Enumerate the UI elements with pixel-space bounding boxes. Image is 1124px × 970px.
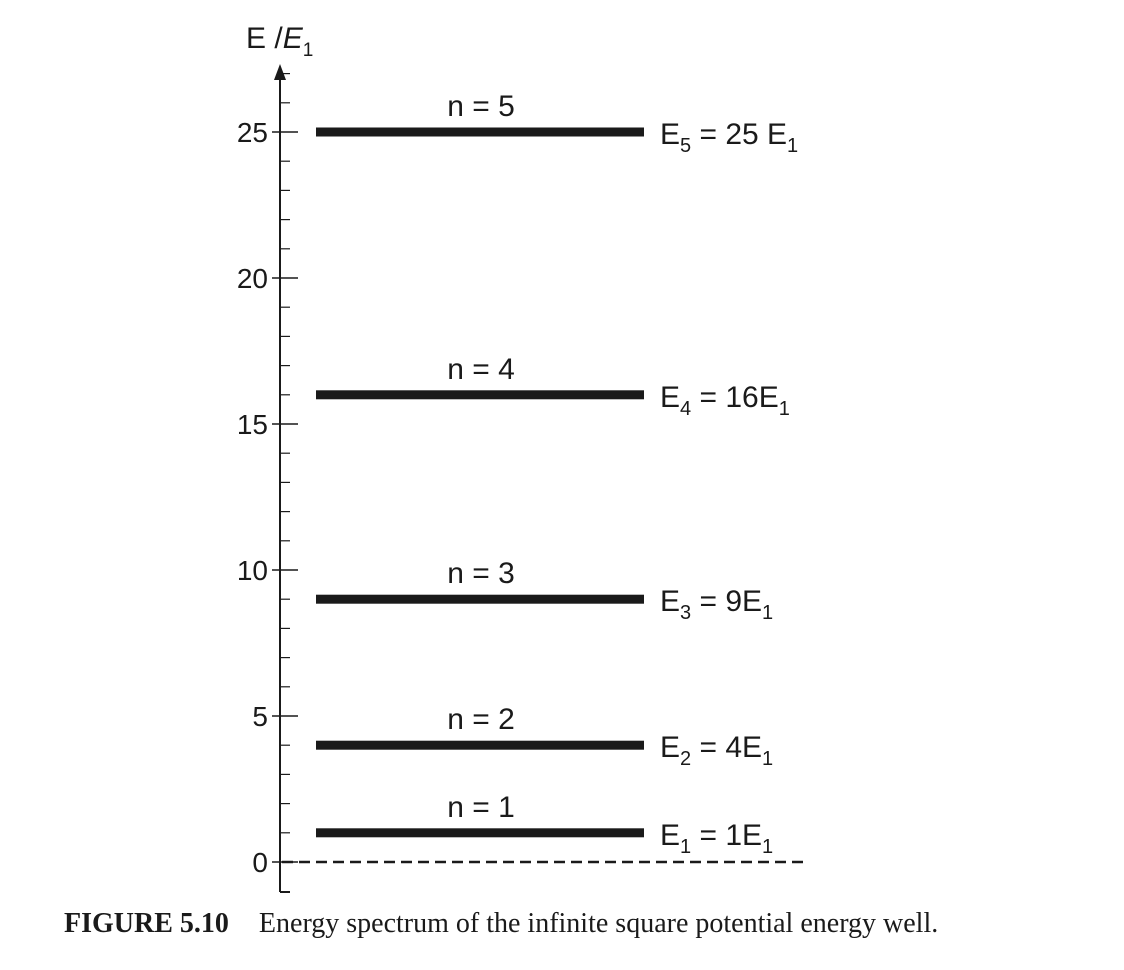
- level-bar: [316, 390, 644, 400]
- level-energy-label: E4 = 16E1: [660, 381, 790, 420]
- level-energy-label: E3 = 9E1: [660, 585, 773, 624]
- level-bar: [316, 828, 644, 838]
- level-energy-label: E5 = 25 E1: [660, 118, 798, 157]
- y-axis-arrow-icon: [274, 64, 286, 80]
- y-tick-label: 0: [252, 847, 268, 878]
- level-bar: [316, 740, 644, 750]
- energy-level-n3: n = 3 E3 = 9E1: [316, 557, 773, 624]
- level-n-label: n = 2: [447, 703, 515, 736]
- energy-level-n2: n = 2 E2 = 4E1: [316, 703, 773, 770]
- level-bar: [316, 127, 644, 137]
- energy-level-n4: n = 4 E4 = 16E1: [316, 353, 790, 420]
- y-tick-label: 15: [237, 409, 268, 440]
- y-tick-label: 20: [237, 263, 268, 294]
- y-tick-label: 10: [237, 555, 268, 586]
- y-axis: 0 5 10 15 20 25 E /E1: [237, 22, 313, 893]
- level-n-label: n = 5: [447, 90, 515, 123]
- level-bar: [316, 594, 644, 604]
- energy-level-n5: n = 5 E5 = 25 E1: [316, 90, 798, 157]
- level-energy-label: E2 = 4E1: [660, 731, 773, 770]
- caption-text: Energy spectrum of the infinite square p…: [258, 908, 939, 939]
- figure-caption: FIGURE 5.10 Energy spectrum of the infini…: [64, 908, 938, 952]
- y-tick-label: 25: [237, 117, 268, 148]
- level-n-label: n = 4: [447, 353, 515, 386]
- level-n-label: n = 3: [447, 557, 515, 590]
- energy-level-diagram: 0 5 10 15 20 25 E /E1 n = 1 E1 = 1E1 n = 2 E2 = 4…: [237, 22, 808, 893]
- level-energy-label: E1 = 1E1: [660, 819, 773, 858]
- y-tick-label: 5: [252, 701, 268, 732]
- y-axis-title: E /E1: [246, 22, 313, 61]
- energy-level-n1: n = 1 E1 = 1E1: [316, 791, 773, 858]
- figure-number: FIGURE 5.10: [64, 908, 229, 939]
- level-n-label: n = 1: [447, 791, 515, 824]
